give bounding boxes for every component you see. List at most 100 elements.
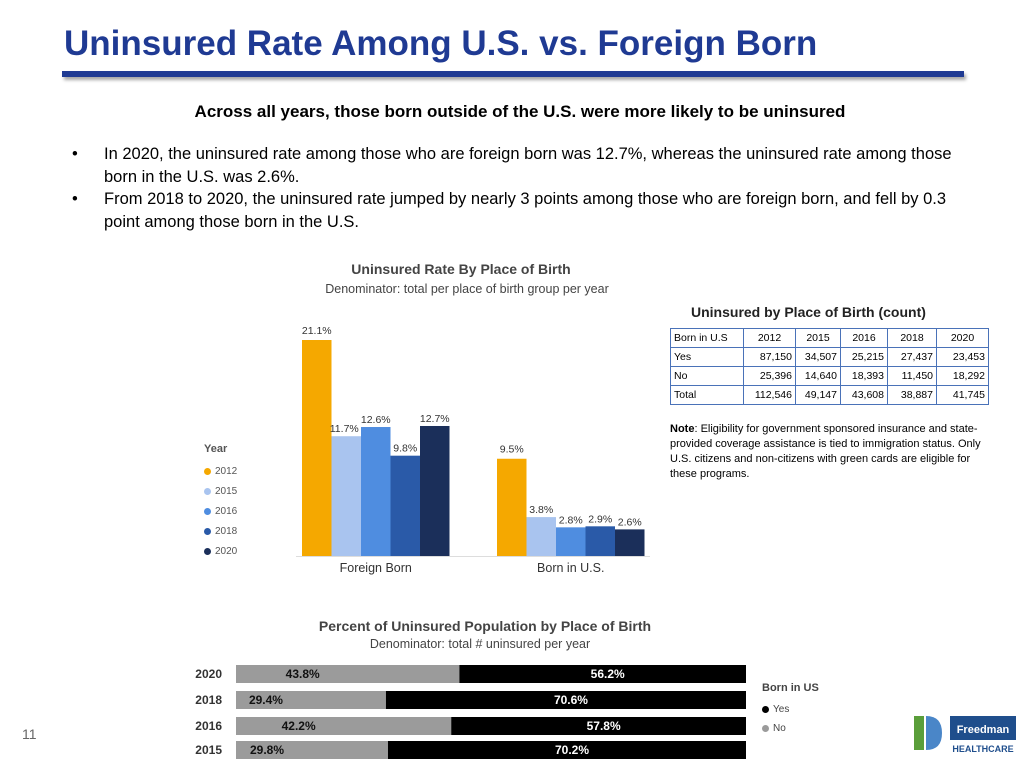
year-label: 2015: [195, 743, 222, 757]
bullet-item: • In 2020, the uninsured rate among thos…: [72, 143, 982, 189]
data-label: 3.8%: [529, 504, 553, 516]
table-cell: 14,640: [795, 366, 841, 386]
segment-label: 57.8%: [587, 719, 621, 733]
headline: Across all years, those born outside of …: [194, 102, 846, 121]
segment-No-2016: [236, 717, 452, 735]
share-chart-subtitle: Denominator: total # uninsured per year: [369, 637, 591, 651]
table-cell: 18,393: [840, 366, 888, 386]
table-cell: 2012: [743, 328, 796, 348]
count-table-title: Uninsured by Place of Birth (count): [691, 304, 926, 320]
bar-2012-0: [302, 340, 332, 556]
table-cell: 41,745: [936, 385, 989, 405]
legend-label: Yes: [773, 704, 790, 715]
data-label: 12.7%: [420, 413, 450, 425]
legend-item-yes: Yes: [762, 700, 842, 719]
logo-mark-right: [926, 716, 942, 750]
bullet-text: From 2018 to 2020, the uninsured rate ju…: [104, 190, 947, 231]
category-label: Born in U.S.: [537, 561, 604, 575]
legend-item-no: No: [762, 719, 842, 738]
eligibility-note: Note: Eligibility for government sponsor…: [670, 422, 990, 482]
share-chart-legend: Born in US Yes No: [762, 682, 842, 738]
table-cell: 112,546: [743, 385, 796, 405]
note-label: Note: [670, 423, 695, 435]
table-cell: 87,150: [743, 347, 796, 367]
logo-box: [950, 716, 1016, 740]
table-cell: Total: [670, 385, 744, 405]
data-label: 2.8%: [559, 514, 583, 526]
legend-label: 2016: [215, 505, 238, 517]
legend-item-2018: 2018: [204, 521, 274, 541]
segment-Yes-2018: [385, 691, 746, 709]
title-underline: [62, 71, 964, 77]
table-cell: 18,292: [936, 366, 989, 386]
table-row: Total 112,546 49,147 43,608 38,887 41,745: [670, 385, 989, 405]
table-cell: 38,887: [887, 385, 937, 405]
legend-label: No: [773, 723, 786, 734]
bar-2016-1: [556, 527, 586, 556]
legend-swatch: [204, 507, 211, 515]
legend-item-2012: 2012: [204, 461, 274, 481]
count-table: Born in U.S 2012 2015 2016 2018 2020 Yes 87,150…: [670, 328, 989, 405]
bar-2015-1: [526, 517, 556, 556]
segment-label: 70.6%: [554, 693, 588, 707]
segment-label: 42.2%: [282, 719, 316, 733]
legend-label: 2015: [215, 485, 238, 497]
bar-2018-0: [390, 455, 420, 556]
legend-label: 2018: [215, 525, 238, 537]
bullet-dot: •: [72, 145, 78, 163]
bar-2020-0: [420, 425, 450, 556]
year-label: 2016: [195, 719, 222, 733]
rate-chart-subtitle: Denominator: total per place of birth gr…: [325, 282, 609, 296]
legend-items: 2012 2015 2016 2018 2020: [204, 461, 274, 561]
year-label: 2020: [195, 667, 222, 681]
data-label: 11.7%: [330, 423, 359, 435]
legend-swatch: [762, 725, 769, 732]
bar-2018-1: [585, 526, 615, 556]
data-label: 2.9%: [588, 513, 612, 525]
segment-Yes-2015: [387, 741, 746, 759]
segment-label: 43.8%: [286, 667, 320, 681]
legend-label: 2012: [215, 465, 238, 477]
bar-2020-1: [615, 529, 645, 556]
table-row: Yes 87,150 34,507 25,215 27,437 23,453: [670, 347, 989, 367]
table-cell: 34,507: [795, 347, 841, 367]
legend-swatch: [204, 487, 211, 495]
segment-No-2015: [236, 741, 388, 759]
data-label: 12.6%: [361, 414, 391, 426]
segment-Yes-2016: [451, 717, 746, 735]
legend-item-2020: 2020: [204, 541, 274, 561]
segment-label: 29.4%: [249, 693, 283, 707]
legend-title: Year: [204, 443, 228, 455]
logo-name: Freedman: [957, 724, 1010, 736]
segment-No-2018: [236, 691, 386, 709]
segment-label: 29.8%: [250, 743, 284, 757]
bar-2016-0: [361, 427, 391, 556]
segment-No-2020: [236, 665, 460, 683]
freedman-logo: Freedman HEALTHCARE: [914, 716, 1016, 754]
bullet-item: • From 2018 to 2020, the uninsured rate …: [72, 188, 982, 234]
data-label: 9.5%: [500, 444, 524, 456]
legend-swatch: [204, 547, 211, 555]
legend-swatch: [204, 527, 211, 535]
bullet-dot: •: [72, 190, 78, 208]
table-cell: Born in U.S: [670, 328, 744, 348]
bar-2012-1: [497, 458, 527, 556]
page-number: 11: [22, 726, 37, 742]
rate-chart-legend: Year 2012 2015 2016 2018 2020: [204, 443, 274, 561]
table-cell: 25,215: [840, 347, 888, 367]
table-cell: 49,147: [795, 385, 841, 405]
table-cell: 43,608: [840, 385, 888, 405]
slide-title: Uninsured Rate Among U.S. vs. Foreign Bo…: [64, 24, 818, 63]
table-row: No 25,396 14,640 18,393 11,450 18,292: [670, 366, 989, 386]
table-cell: 27,437: [887, 347, 937, 367]
segment-label: 70.2%: [555, 743, 589, 757]
rate-chart-title: Uninsured Rate By Place of Birth: [351, 261, 571, 277]
segment-Yes-2020: [459, 665, 746, 683]
data-label: 2.6%: [618, 516, 642, 528]
bullet-text: In 2020, the uninsured rate among those …: [104, 145, 952, 186]
legend-item-2016: 2016: [204, 501, 274, 521]
data-label: 21.1%: [302, 325, 332, 337]
legend-swatch: [204, 467, 211, 475]
